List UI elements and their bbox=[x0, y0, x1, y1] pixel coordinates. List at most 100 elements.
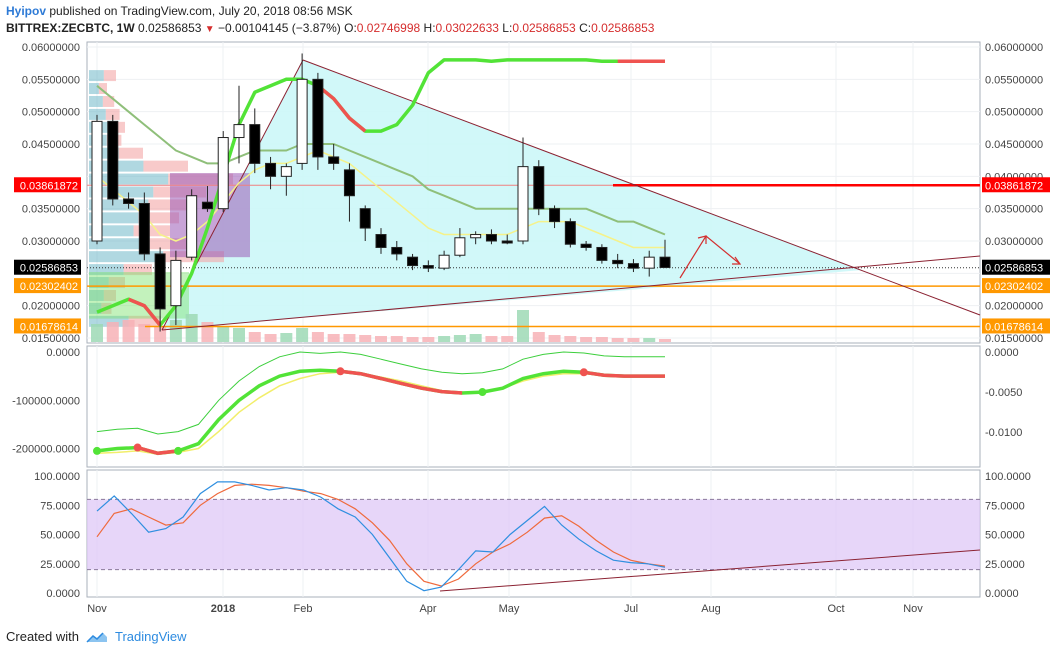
price-tick-left: 0.05500000 bbox=[22, 74, 80, 86]
candle-body bbox=[359, 208, 371, 229]
volume-profile-bar bbox=[89, 212, 139, 224]
volume-profile-bar bbox=[89, 251, 164, 263]
candle-body bbox=[438, 254, 450, 269]
candle-body bbox=[123, 198, 135, 204]
price-tick-right: 0.01500000 bbox=[985, 333, 1043, 345]
candle-body bbox=[91, 120, 103, 242]
candle-body bbox=[533, 166, 545, 210]
volume-bar bbox=[311, 332, 324, 342]
price-tag-right-text: 0.02586853 bbox=[985, 263, 1043, 275]
volume-profile-bar bbox=[89, 108, 106, 120]
publish-info: Hyipov published on TradingView.com, Jul… bbox=[6, 4, 353, 18]
candle-body bbox=[186, 195, 198, 258]
candle-body bbox=[170, 259, 182, 307]
candle-body bbox=[580, 243, 592, 248]
volume-bar bbox=[327, 334, 340, 342]
stoch-tick-left: 50.0000 bbox=[40, 530, 80, 542]
volume-bar bbox=[154, 327, 167, 342]
volume-bar bbox=[595, 337, 608, 342]
candle-body bbox=[407, 256, 419, 267]
time-axis-label: 2018 bbox=[211, 603, 235, 615]
published-text: published on TradingView.com, July 20, 2… bbox=[49, 4, 353, 18]
volume-bar bbox=[343, 334, 356, 342]
time-axis-label: Feb bbox=[294, 603, 313, 615]
candle-body bbox=[107, 120, 119, 200]
volume-bar bbox=[106, 322, 119, 342]
price-tick-right: 0.03000000 bbox=[985, 236, 1043, 248]
osc-cross-dot bbox=[579, 368, 588, 377]
candle-body bbox=[501, 240, 513, 244]
price-tag-right-text: 0.02302402 bbox=[985, 281, 1043, 293]
volume-bar bbox=[169, 320, 182, 342]
osc-main-down-segment bbox=[340, 369, 463, 395]
price-tick-right: 0.05000000 bbox=[985, 107, 1043, 119]
candle-body bbox=[249, 124, 261, 164]
osc-cross-dot bbox=[133, 443, 142, 452]
candle-body bbox=[454, 237, 466, 256]
volume-profile-bar bbox=[89, 264, 124, 276]
volume-profile-bar bbox=[102, 95, 115, 107]
volume-profile-bar bbox=[118, 147, 143, 159]
tradingview-link[interactable]: TradingView bbox=[114, 629, 187, 644]
osc-signal-upper bbox=[96, 351, 665, 435]
candle-body bbox=[643, 256, 655, 269]
candle-body bbox=[265, 162, 277, 177]
stoch-tick-right: 0.0000 bbox=[985, 588, 1019, 600]
volume-bar bbox=[422, 337, 435, 342]
candle-body bbox=[343, 169, 355, 197]
price-tag-right-text: 0.01678614 bbox=[985, 321, 1043, 333]
candle-body bbox=[485, 234, 497, 242]
candle-body bbox=[217, 137, 229, 210]
candle-body bbox=[138, 202, 150, 255]
time-axis-label: Jul bbox=[624, 603, 638, 615]
low-label: L: bbox=[502, 21, 513, 35]
volume-bar bbox=[485, 336, 498, 342]
volume-bar bbox=[580, 337, 593, 342]
stoch-tick-left: 75.0000 bbox=[40, 500, 80, 512]
volume-bar bbox=[264, 334, 277, 342]
author-name[interactable]: Hyipov bbox=[6, 4, 47, 18]
price-tick-right: 0.06000000 bbox=[985, 42, 1043, 54]
volume-profile-bar bbox=[89, 302, 102, 314]
osc-tick-left: -200000.0000 bbox=[12, 444, 80, 456]
candle-body bbox=[564, 221, 576, 245]
volume-profile-bar bbox=[89, 238, 149, 250]
volume-profile-bar bbox=[128, 315, 161, 327]
price-tag-left-text: 0.03861872 bbox=[20, 180, 78, 192]
stoch-band bbox=[87, 499, 980, 570]
symbol-label: BITTREX:ZECBTC, 1W bbox=[6, 21, 135, 35]
volume-profile-bar bbox=[89, 199, 149, 211]
volume-profile-bar bbox=[89, 70, 104, 82]
candle-body bbox=[470, 234, 482, 239]
osc-cross-dot bbox=[336, 367, 345, 376]
volume-bar bbox=[627, 338, 640, 342]
volume-profile-bar bbox=[89, 95, 103, 107]
close-label: C: bbox=[579, 21, 592, 35]
stoch-tick-right: 75.0000 bbox=[985, 500, 1025, 512]
volume-profile-bar bbox=[103, 70, 116, 82]
candle-body bbox=[201, 201, 213, 210]
price-tag-right bbox=[982, 278, 1050, 294]
price-tag-left bbox=[14, 177, 81, 193]
volume-bar bbox=[643, 338, 656, 342]
price-tick-left: 0.06000000 bbox=[22, 42, 80, 54]
stoch-tick-left: 100.0000 bbox=[34, 471, 80, 483]
last-price: 0.02586853 bbox=[138, 21, 202, 35]
panel-frame-2 bbox=[86, 345, 981, 468]
stoch-trendline bbox=[439, 549, 981, 592]
candle-body bbox=[612, 259, 624, 265]
osc-tick-left: 0.0000 bbox=[46, 347, 80, 359]
volume-bar bbox=[659, 339, 671, 342]
price-tick-right: 0.05500000 bbox=[985, 74, 1043, 86]
volume-profile-bar bbox=[138, 212, 179, 224]
down-triangle-icon: ▼ bbox=[204, 24, 215, 35]
volume-profile-bar bbox=[89, 186, 154, 198]
price-tick-right: 0.04500000 bbox=[985, 139, 1043, 151]
created-with-label: Created with bbox=[6, 629, 79, 644]
price-tag-left bbox=[14, 278, 81, 294]
osc-main-down-segment bbox=[137, 445, 179, 456]
candle-body bbox=[659, 256, 671, 269]
volume-profile-bar bbox=[123, 264, 152, 276]
volume-profile-bar bbox=[105, 108, 120, 120]
